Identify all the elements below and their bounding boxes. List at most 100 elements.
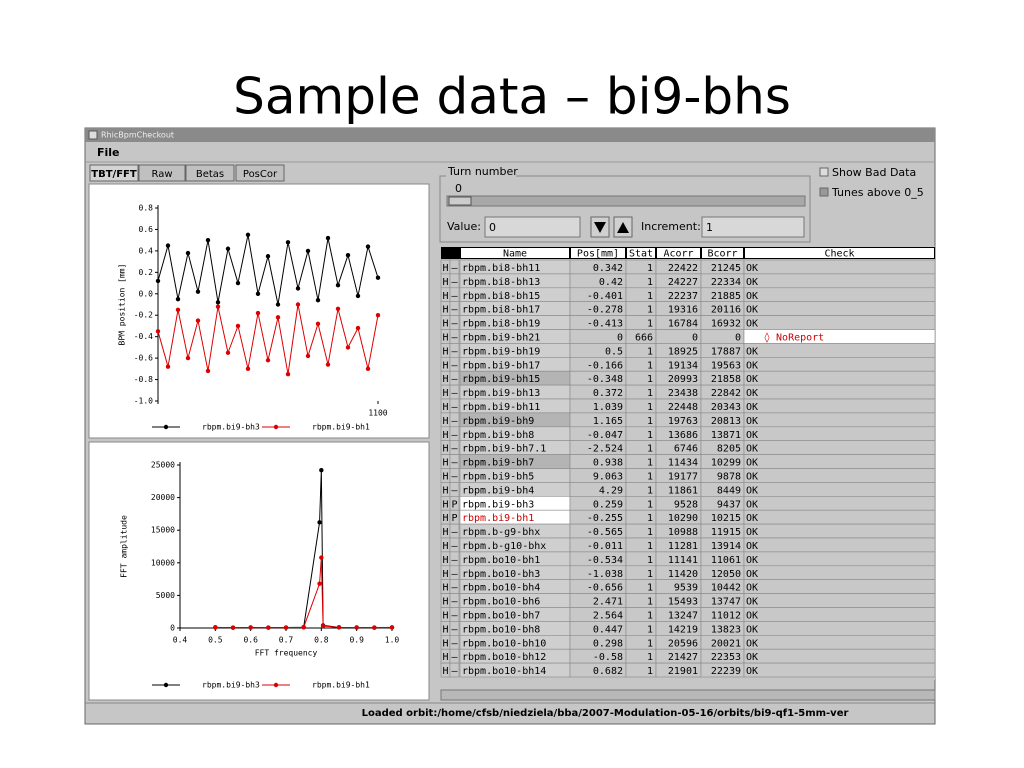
cell-text: OK [746, 555, 758, 566]
cell-text: 1 [647, 402, 653, 413]
tab[interactable] [138, 164, 186, 182]
tunes-checkbox[interactable] [819, 187, 829, 197]
table-cell [743, 468, 936, 483]
cell-text: 1 [647, 388, 653, 399]
cell-text: -2.524 [587, 444, 623, 455]
cell-text: 1 [647, 610, 653, 621]
cell-text: 15493 [668, 597, 698, 608]
data-point [335, 306, 341, 311]
data-point [319, 555, 324, 560]
tab[interactable] [89, 164, 139, 182]
data-point [225, 350, 231, 355]
x-tick-label: 0.4 [173, 636, 188, 645]
header-cell[interactable] [571, 248, 625, 258]
cell-text: -0.534 [587, 555, 623, 566]
cell-text: H [442, 263, 448, 274]
cell-text: rbpm.bi9-bh15 [462, 374, 540, 385]
tab[interactable] [185, 164, 235, 182]
table-cell [743, 343, 936, 358]
cell-text: rbpm.bi9-bh9 [462, 416, 534, 427]
header-cell[interactable] [461, 248, 569, 258]
cell-text: 10299 [711, 458, 741, 469]
cell-text: 10215 [711, 513, 741, 524]
y-tick-label: -0.6 [134, 354, 153, 363]
cell-text: OK [746, 610, 758, 621]
header-cell[interactable] [627, 248, 655, 258]
data-point [245, 366, 251, 372]
table-cell [743, 523, 936, 539]
position-plot-panel [88, 183, 430, 439]
header-cell[interactable] [702, 248, 743, 258]
cell-text: – [451, 583, 458, 594]
show-bad-checkbox[interactable] [819, 167, 829, 177]
cell-text: H [442, 305, 448, 316]
data-point [335, 283, 341, 288]
data-point [265, 254, 271, 259]
data-point [325, 235, 331, 241]
data-point [355, 325, 361, 331]
cell-text: OK [746, 666, 758, 677]
y-tick-label: -1.0 [134, 397, 153, 406]
tab-label: Betas [196, 169, 224, 180]
data-point [155, 278, 161, 284]
cell-text: rbpm.bi9-bh19 [462, 346, 540, 357]
y-axis-label: BPM position [mm] [118, 264, 127, 346]
increment-text: 1 [706, 221, 713, 234]
data-point [354, 625, 359, 630]
cell-text: 22237 [668, 291, 698, 302]
cell-text: OK [746, 360, 758, 371]
cell-text: OK [746, 388, 758, 399]
h-scrollbar[interactable] [440, 689, 936, 701]
table-cell [743, 398, 936, 414]
cell-text: 11434 [668, 458, 698, 469]
cell-text: rbpm.bo10-bh6 [462, 597, 540, 608]
cell-text: 24227 [668, 277, 698, 288]
slider-thumb[interactable] [448, 196, 472, 206]
data-point [315, 298, 321, 303]
cell-text: 11861 [668, 485, 698, 496]
cell-text: 22842 [711, 388, 741, 399]
y-tick-label: 0.2 [139, 268, 154, 277]
cell-text: 23438 [668, 388, 698, 399]
value-input[interactable] [484, 216, 581, 238]
tab[interactable] [235, 164, 285, 182]
x-tick-label: 1.0 [385, 636, 400, 645]
table-cell [743, 287, 936, 302]
value-text: 0 [489, 221, 496, 234]
cell-text: 1 [647, 374, 653, 385]
cell-text: 20813 [711, 416, 741, 427]
y-tick-label: 5000 [156, 591, 175, 600]
fft-plot-panel [88, 441, 430, 701]
cell-text: OK [746, 597, 758, 608]
cell-text: rbpm.bi9-bh1 [462, 513, 534, 524]
menu-file[interactable]: File [97, 146, 120, 159]
header-cell[interactable] [745, 248, 934, 258]
data-point [325, 362, 331, 367]
cell-text: – [451, 541, 458, 552]
data-point [375, 313, 381, 318]
slide-title: Sample data – bi9-bhs [233, 68, 791, 126]
cell-text: -0.348 [587, 374, 623, 385]
table-cell [743, 259, 936, 275]
cell-text: 1 [647, 638, 653, 649]
cell-text: -0.047 [587, 430, 623, 441]
cell-text: – [451, 430, 458, 441]
cell-text: – [451, 263, 458, 274]
cell-text: 1 [647, 458, 653, 469]
cell-text: H [442, 610, 448, 621]
turn-slider[interactable] [446, 195, 806, 207]
x-tick-label: 1100 [368, 409, 387, 418]
cell-text: 16932 [711, 319, 741, 330]
cell-text: OK [746, 444, 758, 455]
x-tick-label: 0.6 [243, 636, 258, 645]
cell-text: OK [746, 291, 758, 302]
table-cell [743, 495, 936, 511]
increment-input[interactable] [701, 216, 805, 238]
cell-text: – [451, 444, 458, 455]
cell-text: -0.255 [587, 513, 623, 524]
turn-group [439, 175, 811, 243]
cell-text: -0.565 [587, 527, 623, 538]
legend-marker [163, 682, 169, 688]
down-arrow [594, 222, 606, 233]
header-cell[interactable] [657, 248, 700, 258]
